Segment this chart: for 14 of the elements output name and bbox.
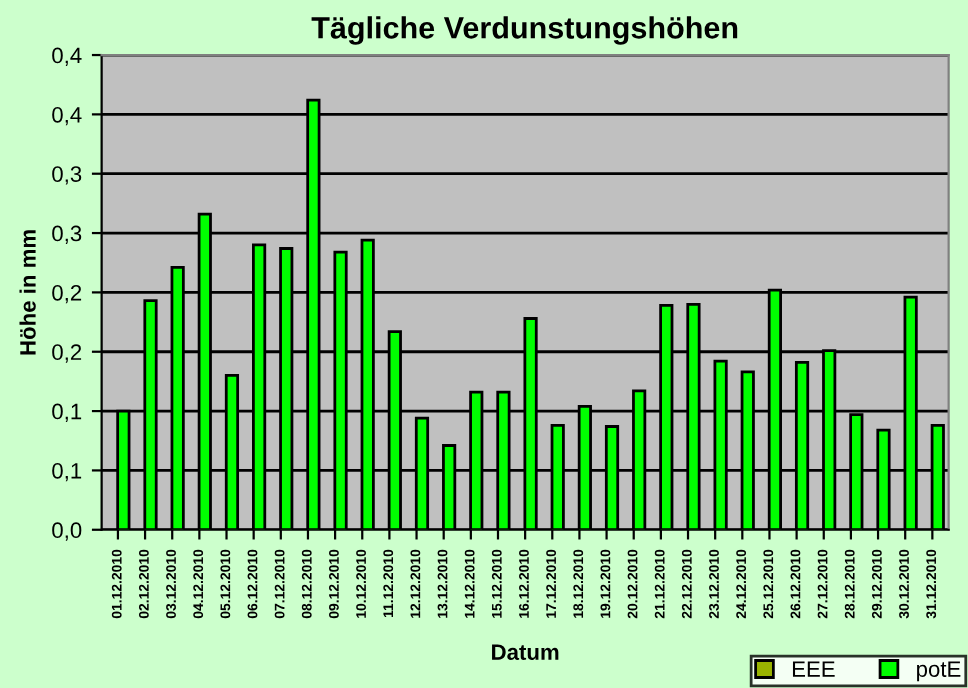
y-tick-label: 0,1	[52, 462, 82, 482]
chart-title: Tägliche Verdunstungshöhen	[311, 16, 738, 45]
legend-label: EEE	[792, 661, 835, 677]
legend-label: potE	[917, 661, 961, 682]
x-axis-title: Datum	[492, 644, 559, 661]
y-tick-label: 0,2	[52, 344, 82, 363]
y-tick-label: 0,1	[52, 403, 82, 422]
y-tick-label: 0,3	[52, 166, 82, 185]
y-axis-title: Höhe in mm	[19, 230, 36, 355]
y-tick-label: 0,4	[52, 47, 82, 66]
y-tick-label: 0,4	[52, 106, 82, 126]
y-tick-label: 0,0	[52, 522, 82, 541]
y-tick-label: 0,2	[52, 284, 82, 304]
y-tick-label: 0,3	[52, 225, 82, 244]
